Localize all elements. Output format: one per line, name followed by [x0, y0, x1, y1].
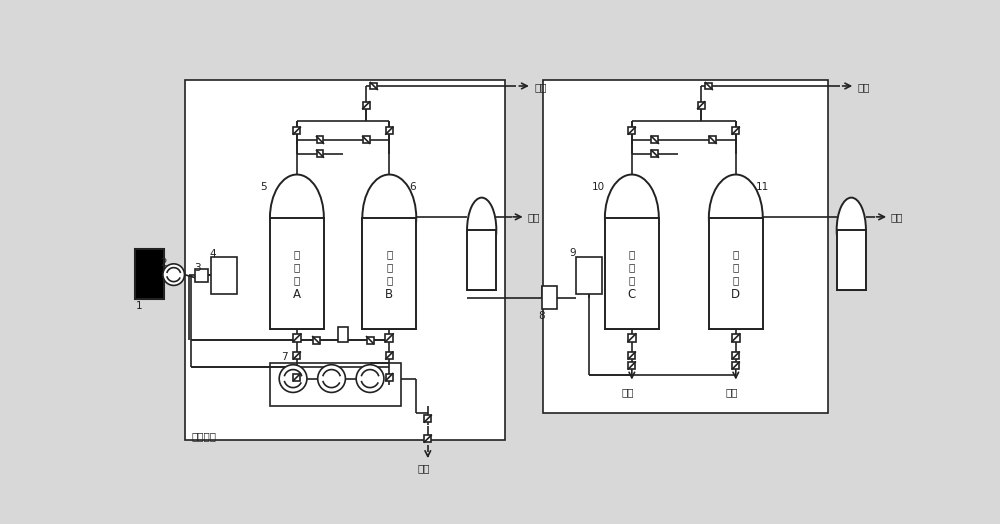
Circle shape: [356, 365, 384, 392]
Bar: [362, 217, 416, 329]
Bar: [270, 217, 324, 329]
Ellipse shape: [270, 174, 324, 261]
Bar: [542, 286, 557, 309]
Bar: [363, 136, 370, 144]
Bar: [317, 150, 323, 157]
Ellipse shape: [837, 198, 866, 263]
Bar: [605, 217, 659, 329]
Bar: [362, 217, 416, 329]
Text: 富氧冲洗: 富氧冲洗: [191, 431, 216, 441]
Text: 吸
附
塔: 吸 附 塔: [294, 249, 300, 285]
Bar: [708, 217, 764, 329]
Text: 4: 4: [209, 249, 216, 259]
Bar: [317, 136, 323, 144]
Bar: [709, 136, 716, 144]
Text: 10: 10: [592, 182, 605, 192]
Bar: [605, 217, 659, 329]
Bar: [293, 127, 300, 134]
Text: 1: 1: [136, 301, 143, 311]
Bar: [732, 127, 739, 134]
Bar: [837, 230, 866, 290]
Bar: [705, 82, 712, 90]
Text: C: C: [628, 288, 636, 301]
Ellipse shape: [605, 174, 659, 261]
Ellipse shape: [362, 174, 416, 261]
Text: 放空: 放空: [725, 387, 738, 397]
Bar: [837, 230, 866, 290]
Bar: [293, 374, 300, 380]
Text: 吸
附
塔: 吸 附 塔: [629, 249, 635, 285]
Text: 2: 2: [160, 258, 166, 268]
Text: A: A: [293, 288, 301, 301]
Text: 用户: 用户: [891, 212, 903, 222]
Bar: [338, 327, 348, 342]
Bar: [467, 230, 496, 290]
Bar: [367, 336, 374, 344]
Text: 7: 7: [282, 352, 288, 362]
Text: 吸
附
塔: 吸 附 塔: [733, 249, 739, 285]
Circle shape: [318, 365, 345, 392]
Bar: [386, 352, 393, 359]
Bar: [543, 80, 828, 413]
Text: 9: 9: [569, 248, 576, 258]
Bar: [651, 136, 658, 144]
Text: 3: 3: [194, 263, 200, 273]
Bar: [732, 334, 740, 342]
Text: 放空: 放空: [857, 82, 870, 92]
Bar: [270, 363, 401, 406]
Bar: [195, 269, 208, 281]
Bar: [651, 150, 658, 157]
Bar: [576, 257, 602, 294]
Bar: [363, 102, 370, 108]
Bar: [698, 102, 705, 108]
Text: 吸
附
塔: 吸 附 塔: [386, 249, 392, 285]
Text: 放空: 放空: [534, 82, 547, 92]
Bar: [270, 217, 324, 329]
Bar: [424, 435, 431, 442]
Ellipse shape: [709, 174, 763, 261]
Ellipse shape: [467, 198, 496, 263]
Circle shape: [163, 264, 184, 286]
Bar: [709, 217, 763, 329]
Text: 8: 8: [538, 311, 545, 321]
Bar: [211, 257, 237, 294]
Circle shape: [279, 365, 307, 392]
Bar: [385, 334, 393, 342]
Text: 放空: 放空: [417, 463, 430, 473]
Bar: [628, 352, 635, 359]
Text: 11: 11: [756, 182, 769, 192]
Bar: [293, 334, 301, 342]
Bar: [466, 230, 497, 290]
Bar: [467, 230, 496, 290]
Bar: [732, 352, 739, 359]
Bar: [628, 362, 635, 369]
Bar: [370, 82, 377, 90]
Bar: [836, 230, 867, 290]
Bar: [313, 336, 320, 344]
Bar: [604, 217, 660, 329]
Bar: [293, 352, 300, 359]
Bar: [628, 127, 635, 134]
Text: 5: 5: [260, 182, 267, 192]
Bar: [386, 374, 393, 380]
Bar: [269, 217, 325, 329]
Text: 6: 6: [409, 182, 416, 192]
Text: 放空: 放空: [621, 387, 634, 397]
Bar: [362, 217, 417, 329]
Bar: [424, 415, 431, 422]
Bar: [628, 334, 636, 342]
Text: B: B: [385, 288, 393, 301]
Bar: [709, 217, 763, 329]
Bar: [135, 249, 164, 299]
Text: D: D: [731, 288, 740, 301]
Bar: [732, 362, 739, 369]
Text: 用户: 用户: [527, 212, 540, 222]
Bar: [185, 80, 505, 440]
Bar: [386, 127, 393, 134]
